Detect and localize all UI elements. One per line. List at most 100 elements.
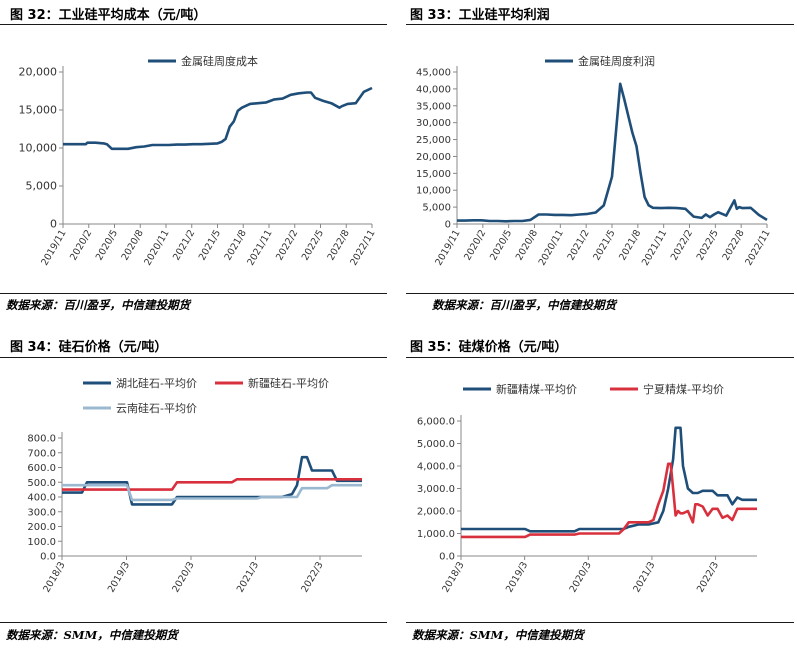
y-tick-label: 25,000 (416, 135, 451, 146)
y-tick-label: 4,000.0 (417, 462, 455, 473)
x-tick-label: 2022/2 (669, 228, 695, 262)
y-tick-label: 800.0 (27, 434, 56, 445)
x-tick-label: 2022/5 (300, 228, 326, 262)
x-tick-label: 2020/5 (94, 228, 120, 262)
x-tick-label: 2020/11 (142, 228, 171, 268)
x-tick-label: 2021/2 (566, 228, 592, 262)
y-tick-label: 0.0 (439, 552, 455, 563)
y-tick-label: 0 (50, 218, 57, 231)
x-tick-label: 2021/5 (197, 228, 223, 262)
legend-label-2: 新疆硅石-平均价 (248, 376, 329, 390)
x-tick-label: 2021/3 (235, 560, 261, 594)
y-tick-label: 100.0 (27, 537, 56, 548)
x-tick-label: 2020/3 (568, 560, 594, 594)
y-tick-label: 45,000 (416, 68, 451, 79)
y-tick-label: 300.0 (27, 507, 56, 518)
x-tick-label: 2021/2 (171, 228, 197, 262)
legend-label-3: 云南硅石-平均价 (116, 402, 197, 415)
series-line-1 (457, 82, 768, 223)
y-tick-label: 600.0 (27, 463, 56, 474)
x-tick-label: 2021/8 (223, 228, 249, 262)
y-tick-label: 5,000.0 (417, 439, 455, 450)
y-tick-label: 30,000 (416, 118, 451, 129)
source-rule-4 (406, 622, 794, 623)
x-tick-label: 2022/3 (299, 560, 325, 594)
legend-label-1: 湖北硅石-平均价 (116, 377, 197, 390)
title-rule-4 (406, 357, 794, 358)
source-note-3: 数据来源：SMM，中信建投期货 (6, 628, 178, 642)
x-tick-label: 2022/11 (348, 228, 377, 268)
y-tick-label: 35,000 (416, 101, 451, 112)
x-tick-label: 2022/8 (326, 228, 352, 262)
series-line-1 (461, 426, 757, 533)
x-tick-label: 2019/11 (39, 228, 68, 268)
y-tick-label: 400.0 (27, 493, 56, 504)
source-note-4: 数据来源：SMM，中信建投期货 (412, 628, 584, 642)
series-line-3 (62, 483, 362, 502)
y-tick-label: 20,000 (19, 66, 58, 79)
x-tick-label: 2019/3 (106, 560, 132, 594)
title-rule-3 (0, 357, 387, 358)
x-tick-label: 2021/3 (631, 560, 657, 594)
y-tick-label: 10,000 (416, 186, 451, 197)
series-line-1 (63, 86, 373, 151)
y-tick-label: 200.0 (27, 522, 56, 533)
y-tick-label: 500.0 (27, 478, 56, 489)
x-tick-label: 2019/3 (504, 560, 530, 594)
x-tick-label: 2022/5 (695, 228, 721, 262)
x-tick-label: 2018/3 (41, 560, 67, 594)
x-tick-label: 2019/11 (433, 228, 462, 268)
y-tick-label: 20,000 (416, 152, 451, 163)
y-tick-label: 6,000.0 (417, 417, 455, 428)
x-tick-label: 2022/8 (721, 228, 747, 262)
x-tick-label: 2018/3 (440, 560, 466, 594)
chart-silica-price: 0.0 100.0 200.0 300.0 400.0 500.0 600.0 700.0 80… (27, 376, 362, 594)
x-tick-label: 2020/8 (514, 228, 540, 262)
y-tick-label: 2,000.0 (417, 507, 455, 518)
source-rule-1 (0, 293, 387, 294)
legend-label-1: 新疆精煤-平均价 (496, 382, 577, 396)
source-note-2: 数据来源：百川盈孚，中信建投期货 (432, 298, 616, 312)
legend-label-2: 宁夏精煤-平均价 (643, 382, 724, 396)
source-rule-3 (0, 622, 387, 623)
panel-title-3: 图 34：硅石价格（元/吨） (10, 340, 168, 355)
y-tick-label: 40,000 (416, 84, 451, 95)
series-line-1 (62, 455, 362, 506)
x-tick-label: 2022/2 (274, 228, 300, 262)
x-tick-label: 2020/3 (170, 560, 196, 594)
series-line-2 (62, 478, 362, 491)
chart-silicon-profit: 0 5,000 10,000 15,000 20,000 25,000 30,000 35,0… (416, 54, 773, 268)
panel-title-2: 图 33：工业硅平均利润 (410, 8, 550, 23)
y-tick-label: 10,000 (19, 142, 58, 155)
x-tick-label: 2021/5 (591, 228, 617, 262)
chart-coal-price: 0.0 1,000.0 2,000.0 3,000.0 4,000.0 5,000.0 6,… (417, 382, 757, 594)
x-tick-label: 2021/8 (617, 228, 643, 262)
y-tick-label: 1,000.0 (417, 529, 455, 540)
source-note-1: 数据来源：百川盈孚，中信建投期货 (6, 298, 190, 312)
series-line-2 (461, 462, 757, 539)
x-tick-label: 2021/11 (245, 228, 274, 268)
y-tick-label: 700.0 (27, 448, 56, 459)
legend-label-1: 金属硅周度成本 (181, 54, 258, 68)
y-tick-label: 0 (445, 220, 451, 231)
y-tick-label: 0.0 (40, 552, 56, 563)
y-tick-label: 15,000 (416, 169, 451, 180)
y-tick-label: 3,000.0 (417, 484, 455, 495)
x-tick-label: 2020/2 (68, 228, 94, 262)
panel-title-4: 图 35：硅煤价格（元/吨） (410, 340, 568, 355)
panel-title-1: 图 32：工业硅平均成本（元/吨） (10, 8, 207, 23)
x-tick-label: 2021/11 (640, 228, 669, 268)
y-tick-label: 5,000 (422, 203, 451, 214)
x-tick-label: 2020/5 (488, 228, 514, 262)
x-tick-label: 2020/11 (537, 228, 566, 268)
title-rule-2 (406, 24, 794, 25)
legend-label-1: 金属硅周度利润 (578, 54, 655, 68)
x-tick-label: 2020/2 (462, 228, 488, 262)
y-tick-label: 15,000 (19, 104, 58, 117)
x-tick-label: 2022/11 (743, 228, 772, 268)
source-rule-2 (406, 293, 794, 294)
x-tick-label: 2022/3 (695, 560, 721, 594)
title-rule-1 (0, 24, 387, 25)
x-tick-label: 2020/8 (120, 228, 146, 262)
